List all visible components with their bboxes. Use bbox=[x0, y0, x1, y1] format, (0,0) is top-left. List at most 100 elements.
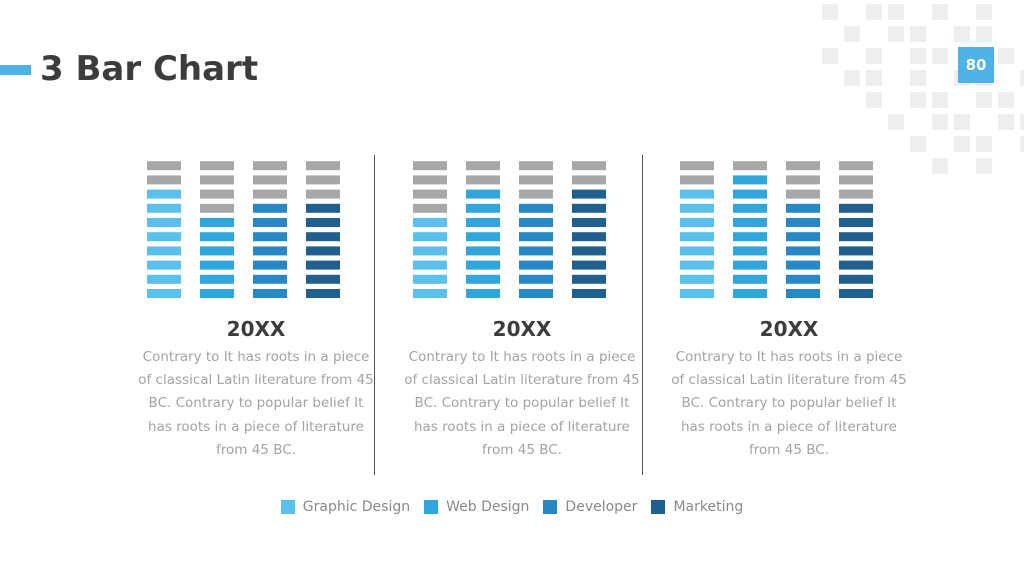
bar-segment-developer bbox=[253, 189, 287, 199]
legend-item-marketing: Marketing bbox=[651, 499, 743, 515]
bar-segment-marketing bbox=[839, 260, 873, 270]
legend: Graphic Design Web Design Developer Mark… bbox=[0, 499, 1024, 515]
bar-segment-graphic-design bbox=[680, 232, 714, 242]
bar-segment-developer bbox=[253, 218, 287, 227]
decorative-square bbox=[888, 4, 904, 20]
decorative-square bbox=[1020, 70, 1024, 86]
bar-segment-graphic-design bbox=[413, 203, 447, 213]
bar-segment-graphic-design bbox=[147, 232, 181, 242]
bar-segment-developer bbox=[786, 274, 820, 284]
bar-segment-graphic-design bbox=[413, 218, 447, 227]
bar-segment-graphic-design bbox=[680, 260, 714, 270]
bar-segment-web-design bbox=[466, 189, 500, 199]
bar-segment-marketing bbox=[306, 289, 340, 298]
bar-segment-developer bbox=[253, 289, 287, 298]
bar-segment-marketing bbox=[839, 232, 873, 242]
bar-segment-graphic-design bbox=[680, 246, 714, 256]
bar-segment-developer bbox=[519, 161, 553, 171]
decorative-square bbox=[1020, 114, 1024, 130]
legend-swatch bbox=[280, 500, 295, 514]
bar-segment-web-design bbox=[733, 232, 767, 242]
bar-segment-developer bbox=[519, 189, 553, 199]
bar-segment-graphic-design bbox=[680, 161, 714, 171]
bar-segment-marketing bbox=[572, 218, 606, 227]
legend-item-web-design: Web Design bbox=[424, 499, 529, 515]
bar-segment-marketing bbox=[839, 246, 873, 256]
bar-segment-developer bbox=[519, 218, 553, 227]
bar-segment-marketing bbox=[572, 232, 606, 242]
decorative-square bbox=[976, 4, 992, 20]
bar-chart-3 bbox=[680, 161, 873, 298]
bar-segment-developer bbox=[519, 175, 553, 185]
chart-description: Contrary to It has roots in a piece of c… bbox=[404, 349, 640, 458]
bar-segment-marketing bbox=[839, 175, 873, 185]
bar-segment-marketing bbox=[306, 260, 340, 270]
bar-segment-marketing bbox=[572, 274, 606, 284]
decorative-square bbox=[998, 48, 1014, 64]
bar-segment-developer bbox=[253, 246, 287, 256]
decorative-squares bbox=[822, 4, 1024, 174]
bar-segment-developer bbox=[786, 189, 820, 199]
decorative-square bbox=[866, 48, 882, 64]
bar-segment-marketing bbox=[839, 203, 873, 213]
bar-segment-web-design bbox=[200, 203, 234, 213]
bar-segment-developer bbox=[519, 289, 553, 298]
legend-swatch bbox=[543, 500, 558, 514]
decorative-square bbox=[910, 70, 926, 86]
decorative-square bbox=[932, 114, 948, 130]
bar-segment-marketing bbox=[839, 161, 873, 171]
bar-segment-graphic-design bbox=[147, 274, 181, 284]
chart-title: 20XX bbox=[226, 317, 286, 341]
bar-segment-marketing bbox=[306, 189, 340, 199]
decorative-square bbox=[844, 70, 860, 86]
bar-segment-web-design bbox=[200, 274, 234, 284]
bar-segment-developer bbox=[519, 246, 553, 256]
bar-segment-marketing bbox=[572, 203, 606, 213]
decorative-square bbox=[822, 48, 838, 64]
bar-segment-graphic-design bbox=[147, 260, 181, 270]
decorative-square bbox=[998, 114, 1014, 130]
divider bbox=[642, 155, 643, 475]
bar-segment-graphic-design bbox=[413, 161, 447, 171]
bar-segment-developer bbox=[786, 289, 820, 298]
bar-segment-web-design bbox=[200, 232, 234, 242]
divider bbox=[374, 155, 375, 475]
chart-panel-1: 20XX Contrary to It has roots in a piece… bbox=[126, 150, 386, 490]
bar-segment-graphic-design bbox=[680, 289, 714, 298]
decorative-square bbox=[998, 92, 1014, 108]
chart-description: Contrary to It has roots in a piece of c… bbox=[138, 349, 374, 458]
decorative-square bbox=[910, 136, 926, 152]
bar-segment-graphic-design bbox=[413, 274, 447, 284]
legend-item-graphic-design: Graphic Design bbox=[280, 499, 410, 515]
bar-segment-web-design bbox=[733, 274, 767, 284]
bar-segment-marketing bbox=[839, 218, 873, 227]
bar-segment-graphic-design bbox=[413, 260, 447, 270]
bar-segment-web-design bbox=[200, 289, 234, 298]
bar-segment-web-design bbox=[466, 218, 500, 227]
bar-segment-marketing bbox=[306, 203, 340, 213]
decorative-square bbox=[976, 92, 992, 108]
bar-segment-marketing bbox=[572, 289, 606, 298]
bar-chart-1 bbox=[147, 161, 340, 298]
bar-segment-developer bbox=[519, 232, 553, 242]
legend-label: Marketing bbox=[673, 499, 744, 515]
bar-segment-graphic-design bbox=[147, 289, 181, 298]
decorative-square bbox=[932, 48, 948, 64]
decorative-square bbox=[910, 26, 926, 42]
bar-segment-developer bbox=[253, 175, 287, 185]
bar-segment-web-design bbox=[733, 218, 767, 227]
legend-label: Web Design bbox=[446, 499, 530, 515]
bar-segment-marketing bbox=[306, 175, 340, 185]
bar-segment-web-design bbox=[733, 175, 767, 185]
bar-segment-web-design bbox=[733, 203, 767, 213]
bar-segment-web-design bbox=[466, 246, 500, 256]
decorative-square bbox=[866, 70, 882, 86]
bar-segment-web-design bbox=[200, 246, 234, 256]
bar-segment-web-design bbox=[733, 189, 767, 199]
bar-segment-web-design bbox=[466, 203, 500, 213]
bar-segment-developer bbox=[786, 175, 820, 185]
bar-segment-developer bbox=[253, 274, 287, 284]
decorative-square bbox=[976, 26, 992, 42]
bar-segment-developer bbox=[253, 203, 287, 213]
title-accent-bar bbox=[0, 65, 31, 75]
